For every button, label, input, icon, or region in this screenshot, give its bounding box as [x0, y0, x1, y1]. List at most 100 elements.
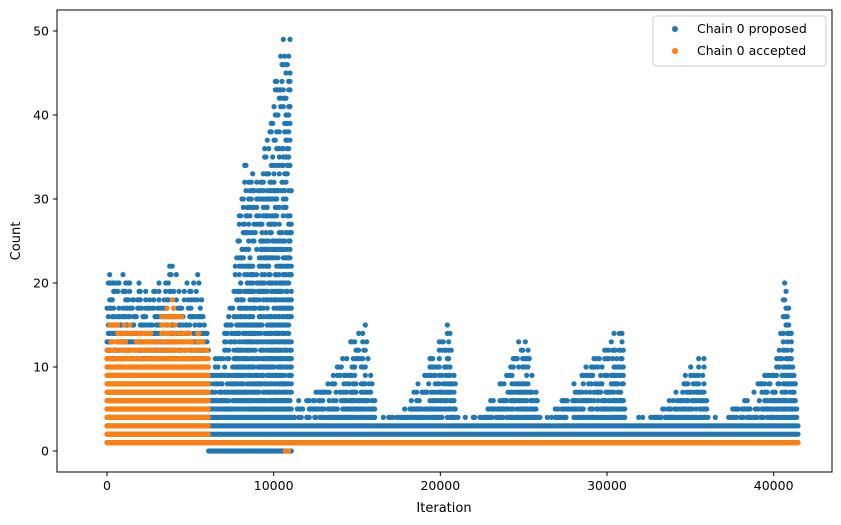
data-point — [448, 347, 454, 353]
data-point — [369, 381, 375, 387]
data-point — [620, 381, 626, 387]
data-point — [136, 280, 142, 286]
data-point — [286, 146, 292, 152]
data-point — [362, 381, 368, 387]
data-point — [782, 280, 788, 286]
data-point — [286, 112, 292, 118]
data-point — [596, 356, 602, 362]
data-point — [772, 389, 778, 395]
data-point — [287, 78, 293, 84]
data-point — [700, 372, 706, 378]
data-point — [284, 171, 290, 177]
data-point — [580, 406, 586, 412]
data-point — [179, 305, 185, 311]
data-point — [300, 406, 306, 412]
data-point — [181, 297, 187, 303]
data-point — [767, 381, 773, 387]
data-point — [280, 104, 286, 110]
points-layer — [104, 36, 801, 454]
data-point — [362, 372, 368, 378]
data-point — [286, 129, 292, 135]
data-point — [165, 280, 171, 286]
data-point — [137, 288, 143, 294]
data-point — [337, 372, 343, 378]
data-point — [490, 398, 496, 404]
data-point — [236, 272, 242, 278]
data-point — [365, 398, 371, 404]
data-point — [520, 347, 526, 353]
data-point — [288, 188, 294, 194]
data-point — [288, 381, 294, 387]
data-point — [254, 179, 260, 185]
data-point — [688, 364, 694, 370]
data-point — [537, 414, 543, 420]
data-point — [258, 330, 264, 336]
data-point — [256, 297, 262, 303]
data-point — [247, 213, 253, 219]
data-point — [795, 431, 801, 437]
data-point — [292, 414, 298, 420]
data-point — [283, 204, 289, 210]
data-point — [287, 36, 293, 43]
data-point — [533, 406, 539, 412]
data-point — [288, 339, 294, 345]
data-point — [240, 297, 246, 303]
data-point — [240, 196, 246, 202]
data-point — [240, 204, 246, 210]
data-point — [516, 339, 522, 345]
data-point — [240, 255, 246, 261]
data-point — [271, 104, 277, 110]
data-point — [432, 372, 438, 378]
data-point — [619, 330, 625, 336]
data-point — [263, 154, 269, 160]
data-point — [794, 414, 800, 420]
data-point — [436, 381, 442, 387]
data-point — [287, 246, 293, 252]
data-point — [439, 414, 445, 420]
data-point — [364, 339, 370, 345]
data-point — [792, 398, 798, 404]
data-point — [278, 53, 284, 59]
data-point — [125, 297, 131, 303]
data-point — [352, 364, 358, 370]
data-point — [440, 339, 446, 345]
data-point — [236, 330, 242, 336]
data-point — [116, 280, 122, 286]
data-point — [504, 398, 510, 404]
data-point — [712, 414, 718, 420]
data-point — [372, 398, 378, 404]
data-point — [123, 339, 129, 345]
data-point — [236, 238, 242, 244]
data-point — [791, 372, 797, 378]
data-point — [791, 389, 797, 395]
data-point — [599, 364, 605, 370]
data-point — [226, 398, 232, 404]
data-point — [250, 171, 256, 177]
data-point — [111, 305, 117, 311]
data-point — [133, 314, 139, 320]
data-point — [262, 280, 268, 286]
data-point — [784, 314, 790, 320]
data-point — [439, 372, 445, 378]
data-point — [288, 347, 294, 353]
data-point — [228, 322, 234, 328]
data-point — [286, 280, 292, 286]
data-point — [288, 314, 294, 320]
data-point — [109, 297, 115, 303]
data-point — [272, 137, 278, 143]
data-point — [197, 322, 203, 328]
data-point — [274, 213, 280, 219]
data-point — [372, 406, 378, 412]
data-point — [774, 372, 780, 378]
data-point — [362, 347, 368, 353]
data-point — [284, 62, 290, 68]
data-point — [275, 255, 281, 261]
data-point — [252, 305, 258, 311]
data-point — [352, 372, 358, 378]
data-point — [288, 297, 294, 303]
data-point — [751, 389, 757, 395]
data-point — [276, 171, 282, 177]
data-point — [696, 381, 702, 387]
data-point — [288, 389, 294, 395]
data-point — [251, 364, 257, 370]
